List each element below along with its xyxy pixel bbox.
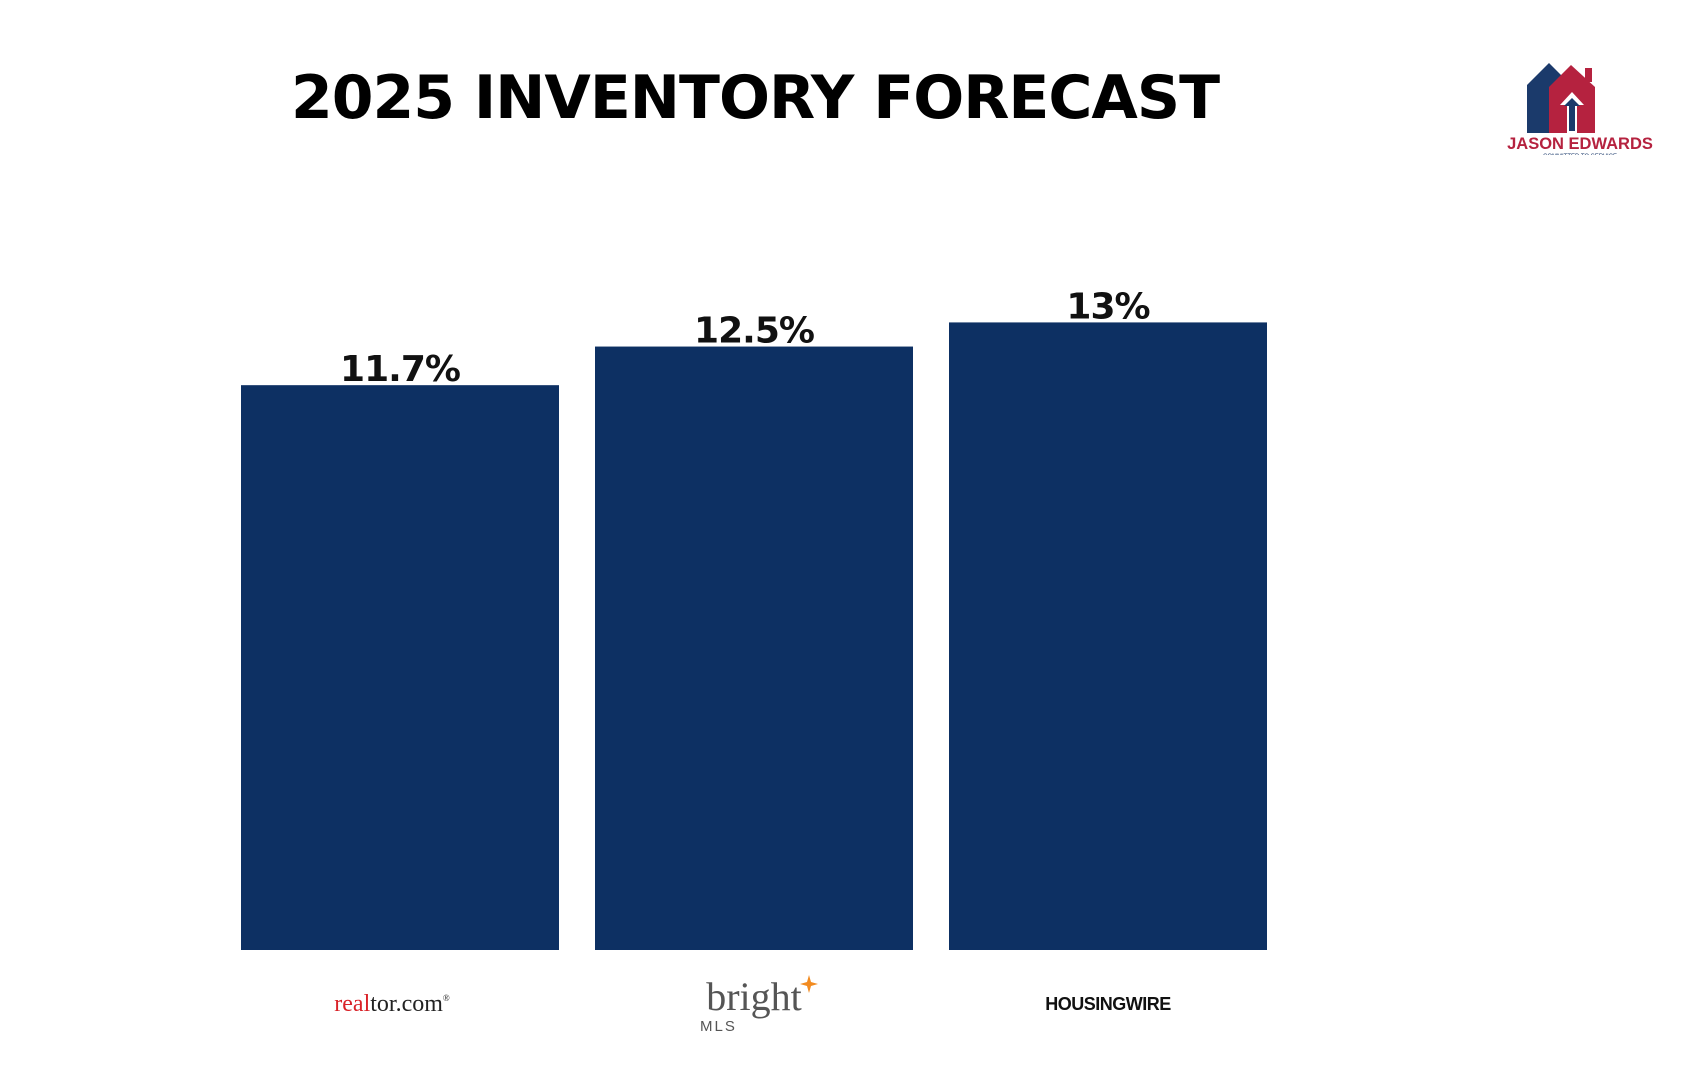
logo-brand-name: JASON EDWARDS — [1507, 135, 1653, 153]
category-label-housingwire-logo: HOUSINGWIRE — [1045, 994, 1171, 1014]
category-label-realtor-logo: realtor.com® — [334, 991, 450, 1017]
data-label-2: 12.5% — [694, 311, 814, 352]
bar-1 — [241, 385, 559, 950]
bar-3 — [949, 322, 1267, 950]
logo-tagline: COMMITTED TO SERVICE — [1543, 154, 1617, 155]
data-label-3: 13% — [1066, 286, 1149, 327]
bar-2 — [595, 346, 913, 950]
category-label-bright-logo: bright — [706, 974, 802, 1019]
category-label-bright-sub: MLS — [700, 1018, 737, 1035]
data-label-1: 11.7% — [340, 349, 460, 390]
jason-edwards-logo: JASON EDWARDS COMMITTED TO SERVICE — [1507, 63, 1653, 155]
chart-title: 2025 INVENTORY FORECAST — [290, 63, 1220, 133]
bright-spark-icon — [800, 975, 818, 993]
